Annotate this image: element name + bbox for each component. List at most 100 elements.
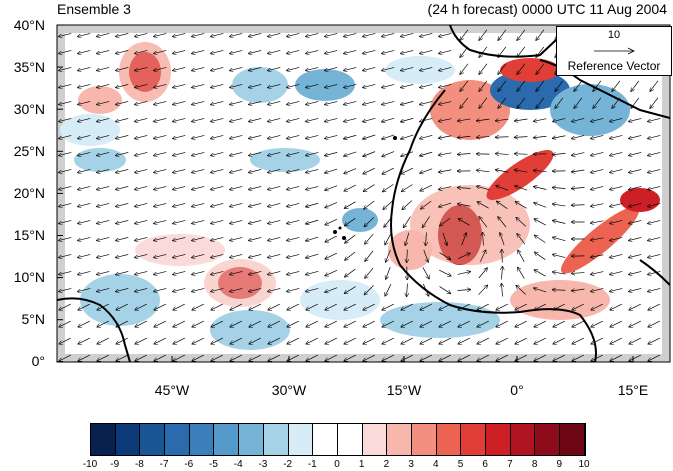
plot-title-right: (24 h forecast) 0000 UTC 11 Aug 2004 (427, 1, 667, 17)
lat-label-20n: 20°N (13, 185, 45, 201)
wind-vector (78, 303, 90, 310)
wind-vector (97, 118, 110, 121)
wind-vector (116, 271, 129, 274)
wind-vector (591, 254, 604, 258)
wind-vector (553, 221, 566, 224)
wind-vector (249, 118, 262, 121)
wind-vector (515, 137, 528, 138)
wind-vector (287, 237, 300, 240)
wind-vector (135, 271, 148, 274)
wind-vector (154, 320, 166, 327)
wind-vector (407, 283, 408, 297)
wind-vector (116, 337, 128, 344)
wind-vector (458, 204, 471, 207)
wind-vector (173, 220, 186, 223)
wind-vector (344, 118, 357, 121)
wind-vector (230, 135, 243, 138)
colorbar-tick-label: -2 (283, 459, 293, 470)
wind-vector (610, 303, 622, 310)
wind-vector (192, 118, 205, 121)
axis-ticks (57, 24, 634, 363)
wind-vector (325, 235, 337, 242)
wind-vector (249, 354, 261, 361)
wind-vector (458, 154, 471, 155)
wind-vector (363, 67, 376, 70)
wind-vector (439, 67, 452, 70)
wind-vector (230, 254, 243, 257)
wind-vector (97, 254, 110, 257)
wind-vector (591, 337, 603, 344)
wind-vector (173, 152, 186, 155)
wind-vector (306, 84, 319, 87)
colorbar-tick-label: 5 (457, 459, 464, 470)
wind-vector (574, 80, 583, 91)
wind-vector (591, 288, 604, 291)
anomaly-patch (385, 56, 455, 84)
wind-vector (515, 119, 528, 121)
wind-vector (344, 134, 357, 138)
wind-vector (439, 252, 450, 260)
wind-vector (154, 354, 166, 361)
reference-vector-legend: 10 Reference Vector (556, 26, 672, 76)
wind-vector (610, 354, 622, 361)
wind-vector (385, 284, 392, 296)
wind-vector (401, 33, 414, 36)
wind-vector (230, 203, 243, 206)
wind-vector (192, 271, 205, 274)
wind-vector (268, 84, 281, 87)
wind-vector (78, 84, 91, 87)
wind-vector (496, 137, 509, 138)
wind-vector (629, 288, 642, 291)
wind-vector (135, 320, 147, 327)
wind-vector (135, 152, 148, 155)
wind-vector (591, 118, 604, 121)
wind-vector (401, 320, 413, 327)
wind-vector (536, 80, 545, 91)
wind-vector (97, 288, 110, 291)
wind-vector (478, 285, 487, 295)
wind-vector (192, 101, 205, 104)
wind-vector (420, 168, 433, 173)
wind-vector (439, 33, 452, 36)
wind-vector (306, 101, 319, 104)
wind-vector (345, 218, 356, 225)
wind-vector (116, 84, 129, 87)
wind-vector (59, 84, 72, 87)
wind-vector (364, 200, 375, 209)
wind-vector (116, 354, 128, 361)
anomaly-patch (74, 148, 126, 172)
wind-vector (515, 170, 528, 173)
wind-vector (192, 169, 205, 172)
wind-vector (631, 80, 640, 91)
wind-vector (629, 220, 642, 223)
wind-vector (97, 271, 110, 274)
wind-vector (460, 63, 469, 74)
colorbar-tick-label: -8 (134, 459, 144, 470)
wind-vector (574, 97, 583, 108)
colorbar-swatch (560, 424, 585, 455)
wind-vector (154, 337, 166, 344)
wind-vector (154, 303, 166, 310)
lon-label-15e: 15°E (617, 382, 649, 398)
wind-vector (154, 33, 167, 36)
wind-vector (135, 135, 148, 138)
colorbar-tick-label: -4 (233, 459, 243, 470)
wind-vector (420, 101, 433, 104)
wind-vector (648, 135, 661, 138)
wind-vector (591, 320, 603, 327)
wind-vector (364, 285, 374, 294)
wind-vector (135, 220, 148, 223)
wind-vector (364, 217, 374, 226)
wind-vector (211, 33, 224, 36)
wind-vector (287, 303, 299, 310)
wind-vector (648, 118, 661, 121)
wind-vector (230, 67, 243, 70)
wind-vector (59, 203, 72, 206)
wind-vector (402, 184, 413, 192)
anomaly-patch (119, 42, 171, 102)
wind-vector (401, 303, 413, 310)
wind-vector (516, 218, 527, 227)
wind-vector (325, 252, 337, 259)
wind-vector (501, 284, 502, 297)
wind-vector (325, 185, 338, 191)
